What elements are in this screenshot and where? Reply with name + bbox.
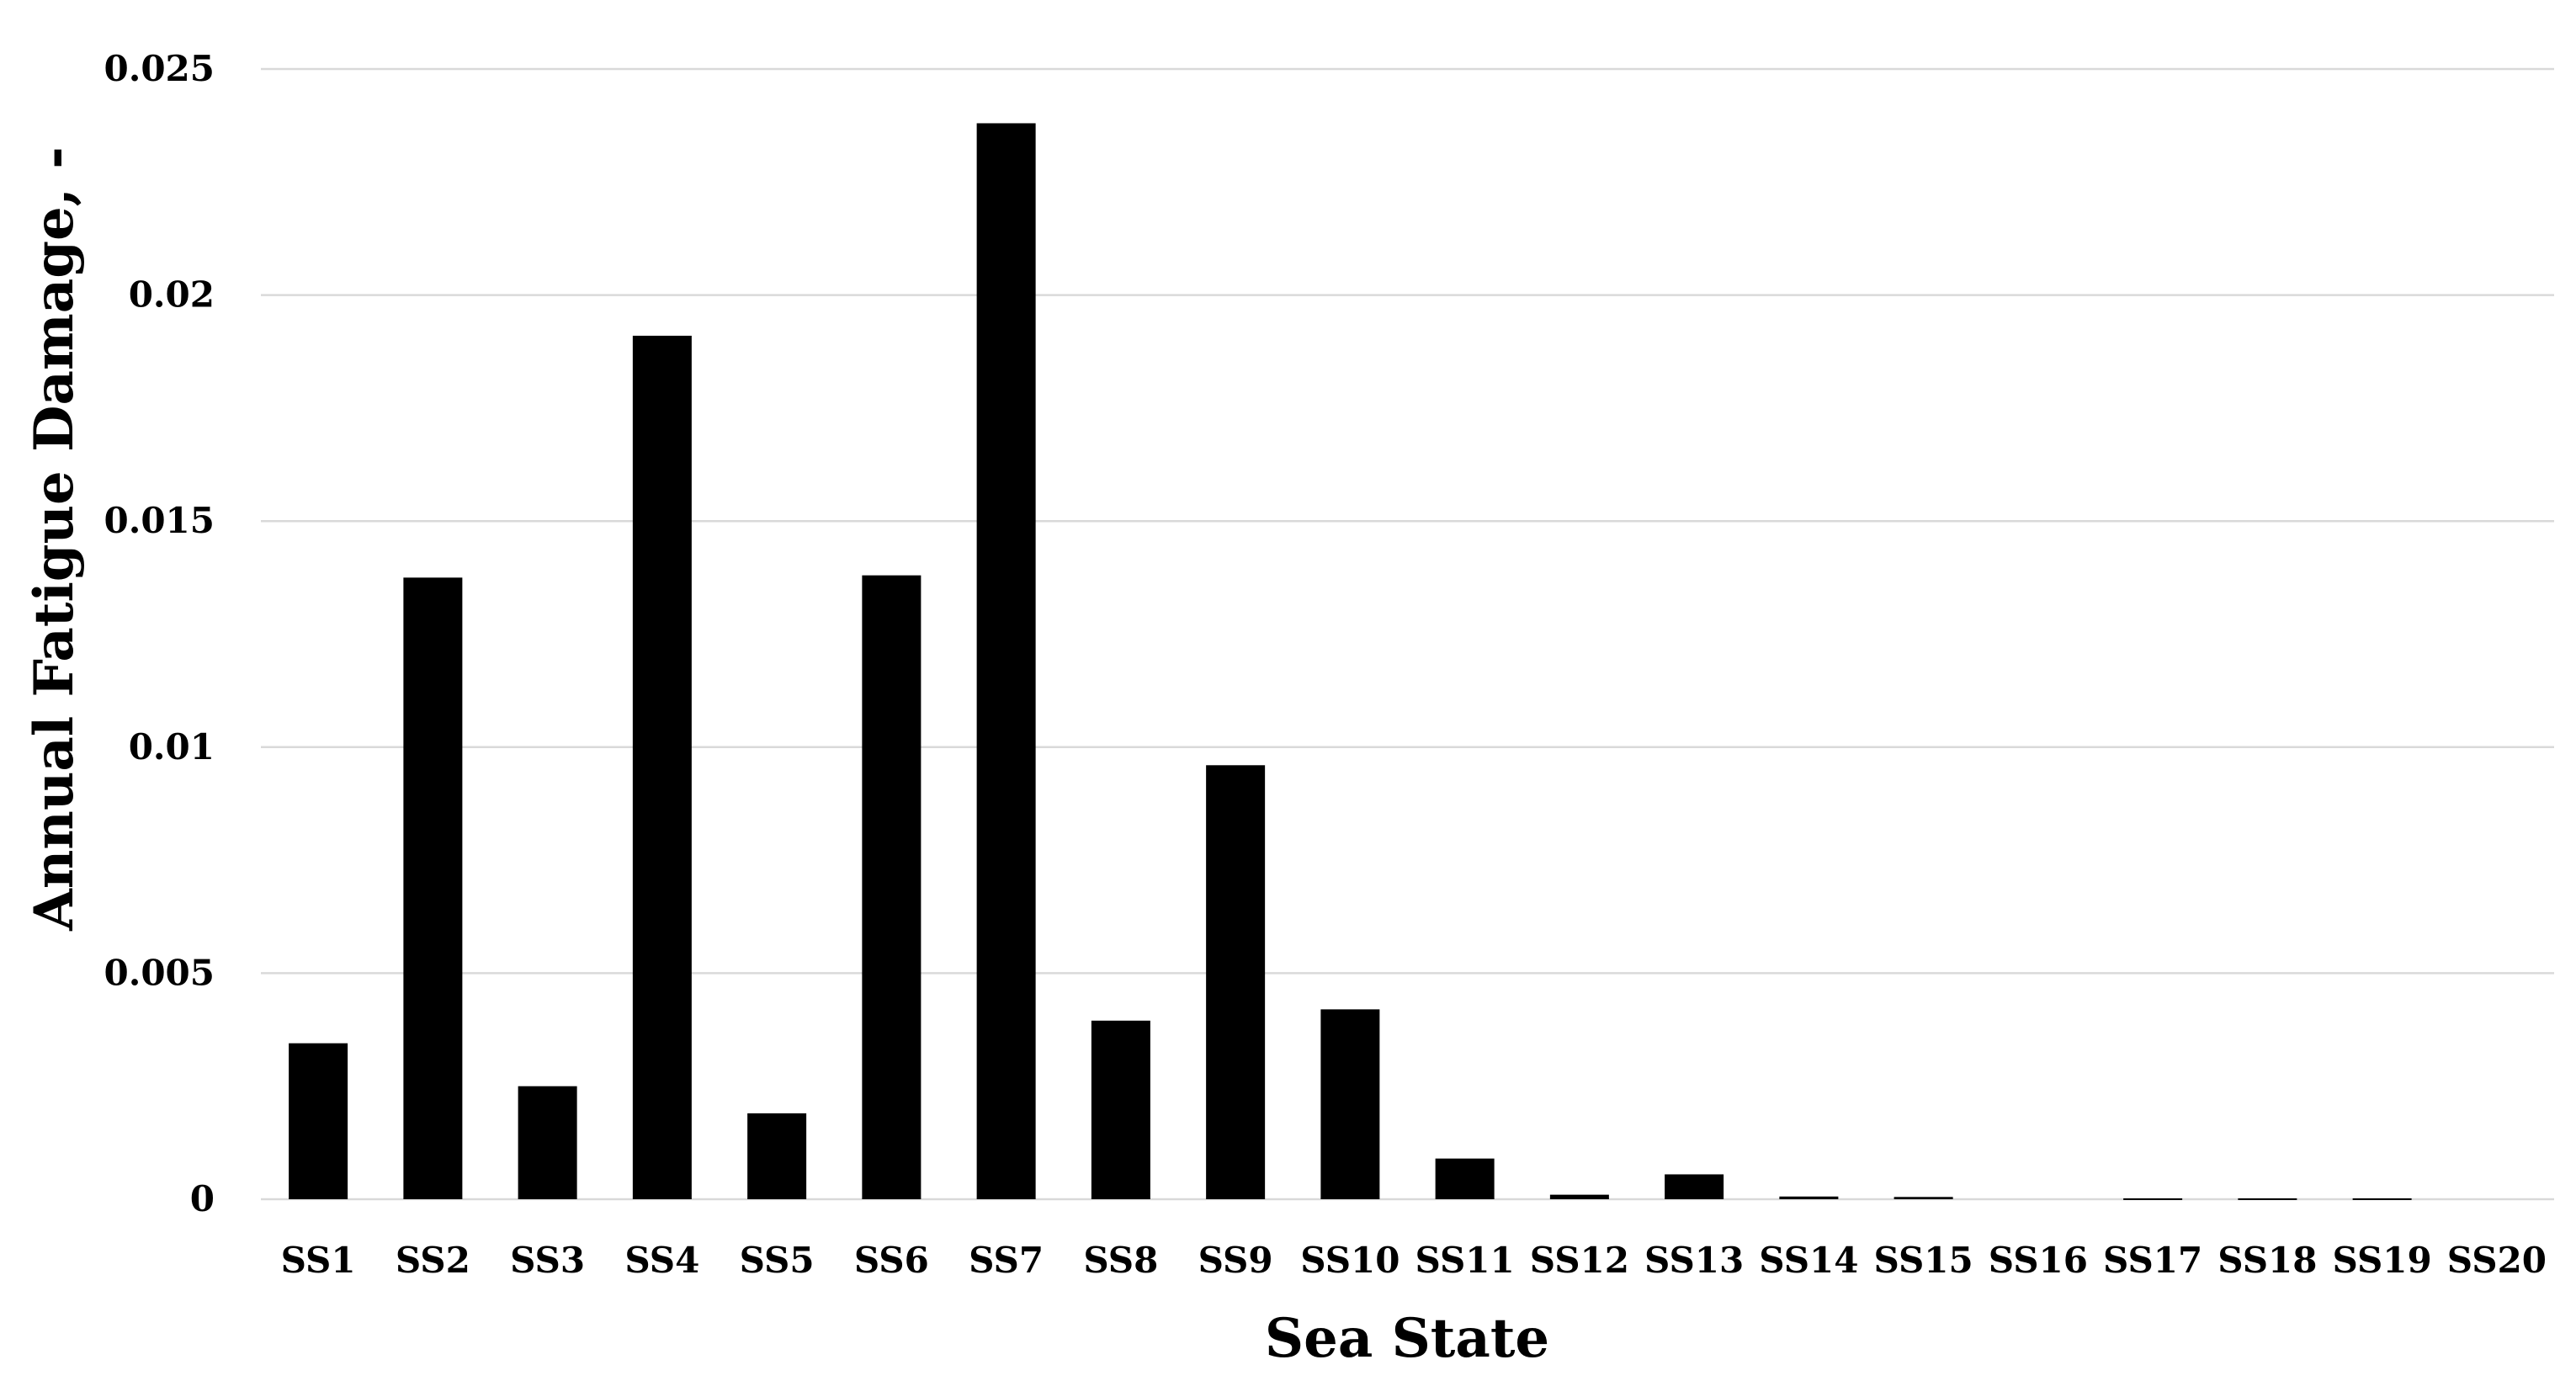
x-tick-label: SS18	[2217, 1240, 2317, 1281]
bar-ss1	[289, 1043, 348, 1199]
x-tick-label: SS10	[1300, 1240, 1400, 1281]
x-tick-label: SS6	[854, 1240, 929, 1281]
x-tick-label: SS13	[1644, 1240, 1744, 1281]
bar-ss15	[1893, 1197, 1953, 1199]
y-tick-label: 0.025	[104, 48, 215, 89]
x-tick-label: SS14	[1759, 1240, 1858, 1281]
bar-ss18	[2238, 1198, 2297, 1200]
x-tick-label: SS7	[969, 1240, 1044, 1281]
y-axis-title: Annual Fatigue Damage, -	[23, 146, 86, 932]
x-tick-label: SS15	[1874, 1240, 1973, 1281]
x-tick-label: SS4	[624, 1240, 699, 1281]
x-tick-label: SS9	[1198, 1240, 1273, 1281]
bar-ss14	[1779, 1196, 1839, 1199]
bar-ss3	[518, 1086, 577, 1199]
x-tick-label: SS12	[1530, 1240, 1629, 1281]
y-tick-label: 0.02	[129, 274, 215, 316]
x-tick-label: SS16	[1989, 1240, 2088, 1281]
bar-ss5	[747, 1113, 807, 1199]
y-tick-label: 0.01	[129, 726, 215, 768]
bar-ss17	[2123, 1198, 2183, 1200]
x-tick-label: SS5	[740, 1240, 815, 1281]
bar-ss9	[1206, 765, 1266, 1199]
bar-ss8	[1091, 1020, 1150, 1199]
bars	[289, 123, 2412, 1200]
bar-ss12	[1549, 1194, 1609, 1199]
x-tick-label: SS3	[510, 1240, 585, 1281]
bar-ss13	[1665, 1174, 1724, 1199]
gridlines	[261, 67, 2554, 1201]
bar-ss19	[2352, 1198, 2412, 1200]
x-tick-label: SS1	[281, 1240, 356, 1281]
bar-ss10	[1320, 1009, 1380, 1199]
y-axis-ticks: 0 0.005 0.01 0.015 0.02 0.025	[104, 48, 215, 1219]
bar-ss7	[976, 123, 1036, 1200]
y-tick-label: 0.015	[104, 500, 215, 541]
x-tick-label: SS20	[2447, 1240, 2547, 1281]
bar-ss11	[1435, 1158, 1495, 1199]
x-axis-ticks: SS1 SS2 SS3 SS4 SS5 SS6 SS7 SS8 SS9 SS10 SS11 SS12 S…	[281, 1240, 2547, 1281]
x-tick-label: SS8	[1083, 1240, 1158, 1281]
bar-ss2	[403, 577, 463, 1199]
x-tick-label: SS11	[1415, 1240, 1515, 1281]
y-tick-label: 0.005	[104, 952, 215, 993]
x-tick-label: SS2	[396, 1240, 470, 1281]
bar-ss4	[632, 335, 692, 1199]
x-axis-title: Sea State	[1265, 1307, 1549, 1370]
x-tick-label: SS19	[2333, 1240, 2432, 1281]
bar-ss6	[862, 575, 922, 1199]
x-tick-label: SS17	[2103, 1240, 2202, 1281]
y-tick-label: 0	[190, 1178, 215, 1219]
